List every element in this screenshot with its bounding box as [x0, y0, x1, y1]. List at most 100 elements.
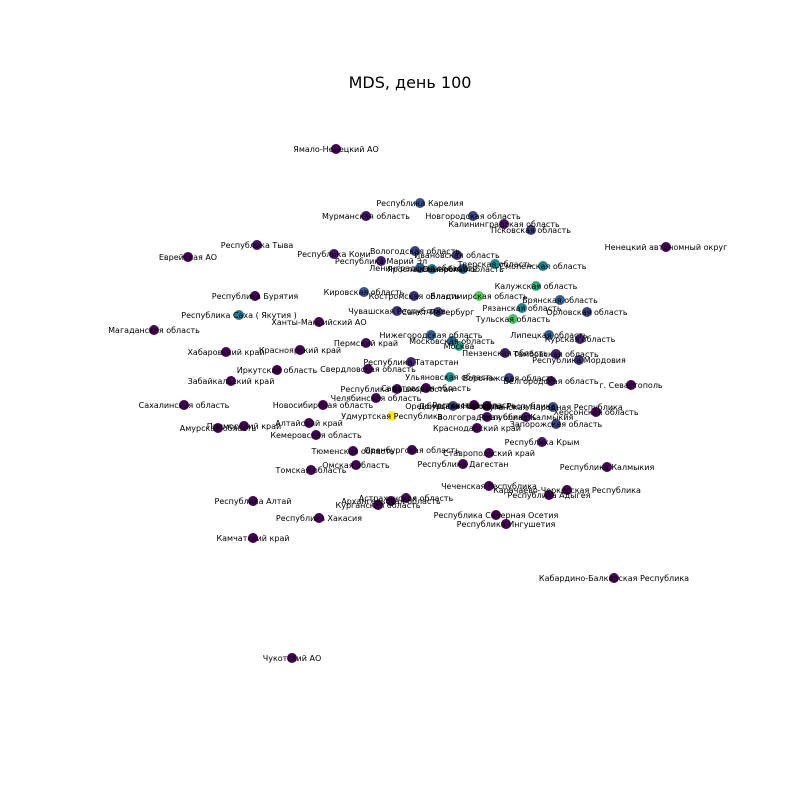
- point-label-31: Магаданская область: [108, 326, 200, 335]
- point-label-46: Ульяновская область: [405, 373, 495, 382]
- point-73: [484, 448, 494, 458]
- point-label-10: Ивановская область: [414, 251, 500, 260]
- point-50: [626, 380, 636, 390]
- point-label-22: Владимирская область: [430, 292, 528, 301]
- point-38: [221, 347, 231, 357]
- point-1: [415, 198, 425, 208]
- point-10: [452, 250, 462, 260]
- point-9: [410, 246, 420, 256]
- point-label-56: Оренбургская область: [405, 402, 501, 411]
- point-label-44: Иркутская область: [237, 366, 318, 375]
- point-30: [314, 317, 324, 327]
- point-label-62: Волгоградская область: [437, 413, 537, 422]
- point-52: [421, 383, 431, 393]
- point-label-2: Мурманская область: [322, 212, 410, 221]
- point-label-16: Ярославская область: [387, 265, 477, 274]
- point-label-53: Челябинская область: [331, 394, 422, 403]
- point-label-4: Калининградская область: [448, 220, 560, 229]
- point-84: [373, 500, 383, 510]
- point-label-82: Архангельская область: [341, 497, 441, 506]
- point-19: [250, 291, 260, 301]
- point-label-6: Республика Тыва: [221, 241, 294, 250]
- point-58: [482, 401, 492, 411]
- point-59: [548, 402, 558, 412]
- point-70: [537, 437, 547, 447]
- point-label-27: Орловская область: [546, 308, 627, 317]
- point-label-51: Республика Башкортостан: [341, 385, 454, 394]
- point-66: [304, 418, 314, 428]
- point-label-69: Кемеровская область: [270, 431, 362, 440]
- point-74: [458, 459, 468, 469]
- point-69: [311, 430, 321, 440]
- point-3: [468, 211, 478, 221]
- point-65: [213, 423, 223, 433]
- point-label-41: Тамбовская область: [512, 350, 599, 359]
- point-80: [544, 490, 554, 500]
- point-47: [504, 373, 514, 383]
- point-44: [272, 365, 282, 375]
- point-41: [551, 349, 561, 359]
- point-0: [331, 144, 341, 154]
- point-label-79: Карачаево-Черкесская Республика: [493, 486, 641, 495]
- point-24: [517, 303, 527, 313]
- point-39: [295, 345, 305, 355]
- point-label-77: Томская область: [275, 466, 347, 475]
- point-85: [491, 510, 501, 520]
- point-label-61: Удмуртская Республика: [341, 412, 443, 421]
- point-label-5: Псковская область: [491, 226, 571, 235]
- point-label-60: Херсонская область: [553, 408, 638, 417]
- point-label-57: Ростовская область: [432, 401, 516, 410]
- point-88: [248, 533, 258, 543]
- point-53: [371, 393, 381, 403]
- point-label-48: Белгородская область: [503, 377, 599, 386]
- point-79: [562, 485, 572, 495]
- point-label-71: Тюменская область: [311, 447, 395, 456]
- point-label-72: Оренбургская область: [364, 446, 460, 455]
- point-label-68: Краснодарский край: [433, 424, 521, 433]
- point-20: [359, 287, 369, 297]
- point-45: [363, 364, 373, 374]
- point-label-37: Московская область: [409, 337, 495, 346]
- point-29: [508, 314, 518, 324]
- point-label-19: Республика Бурятия: [212, 292, 299, 301]
- point-label-70: Республика Крым: [505, 438, 580, 447]
- point-61: [387, 411, 397, 421]
- point-label-64: Приморский край: [207, 422, 281, 431]
- point-label-63: Республика Калмыкия: [479, 413, 574, 422]
- point-label-74: Республика Дагестан: [417, 460, 508, 469]
- point-31: [149, 325, 159, 335]
- point-12: [376, 256, 386, 266]
- point-label-30: Ханты-Мансийский АО: [271, 318, 366, 327]
- point-22: [474, 291, 484, 301]
- point-75: [351, 460, 361, 470]
- point-label-90: Чукотский АО: [263, 654, 322, 663]
- point-17: [458, 264, 468, 274]
- point-21: [409, 291, 419, 301]
- point-label-13: Тверская область: [457, 260, 533, 269]
- point-27: [582, 307, 592, 317]
- point-label-36: Москва: [444, 342, 475, 351]
- point-label-86: Республика Хакасия: [276, 514, 362, 523]
- point-label-84: Курганская область: [336, 501, 421, 510]
- point-label-81: Астраханская область: [359, 494, 454, 503]
- point-77: [306, 465, 316, 475]
- point-label-8: Республика Коми: [297, 250, 370, 259]
- point-label-32: Нижегородская область: [379, 331, 482, 340]
- point-62: [482, 412, 492, 422]
- point-23: [555, 295, 565, 305]
- point-68: [472, 423, 482, 433]
- point-37: [447, 336, 457, 346]
- point-67: [551, 419, 561, 429]
- point-label-29: Тульская область: [475, 315, 551, 324]
- point-14: [538, 261, 548, 271]
- point-label-50: г. Севастополь: [599, 381, 663, 390]
- point-label-12: Республика Марий Эл: [335, 257, 427, 266]
- point-label-59: Луганская Народная Республика: [483, 403, 623, 412]
- point-5: [526, 225, 536, 235]
- point-11: [183, 252, 193, 262]
- point-label-33: Липецкая область: [510, 331, 588, 340]
- point-label-25: Чувашская Республика: [348, 307, 446, 316]
- point-15: [415, 263, 425, 273]
- point-label-66: Алтайский край: [275, 419, 343, 428]
